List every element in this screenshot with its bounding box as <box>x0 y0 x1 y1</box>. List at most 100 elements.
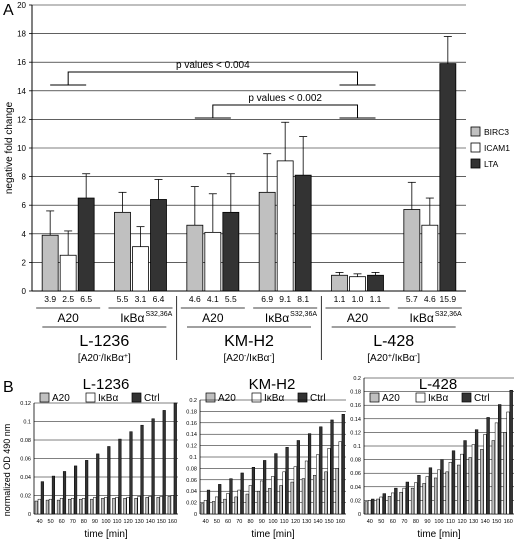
x-tick-label: 100 <box>268 519 277 525</box>
value-label: 9.1 <box>279 294 291 304</box>
subchart-3: L-428 A20 IκBα Ctrl 0 0.02 0.04 0.06 0.08 0.1 0.12… <box>350 376 514 540</box>
bar <box>371 498 375 515</box>
y-tick-label: 10 <box>17 144 26 153</box>
bar <box>421 224 439 292</box>
y-tick-label: 0.16 <box>350 403 361 409</box>
cell-line-name: KM-H2 <box>224 333 274 350</box>
bar <box>301 478 306 515</box>
bar <box>211 501 216 515</box>
bar <box>258 191 276 292</box>
bar <box>59 498 64 515</box>
x-tick-label: 130 <box>302 519 311 525</box>
bracket <box>67 71 358 85</box>
group-label: A20 <box>347 311 369 325</box>
y-axis-title: negative fold change <box>4 101 15 194</box>
bar <box>34 500 38 515</box>
bar <box>268 488 272 515</box>
bar <box>486 417 490 515</box>
y-tick-label: 0.12 <box>350 430 361 436</box>
bar <box>104 497 108 515</box>
y-tick-label: 0.08 <box>20 438 31 444</box>
bar <box>59 254 77 292</box>
x-tick-label: 80 <box>413 519 419 525</box>
legend-label: A20 <box>218 393 236 404</box>
subchart-1: L-1236 A20 IκBα Ctrl 0 0.02 0.04 0.06 0.08 0.1 0.1… <box>20 376 178 540</box>
bar <box>123 498 127 515</box>
bar <box>274 453 278 515</box>
genotype-part: /IκBα <box>101 353 124 364</box>
bar <box>159 496 163 515</box>
bar <box>428 467 433 515</box>
group-label-sup: S32,36A <box>290 311 317 318</box>
genotype-part: [A20 <box>367 353 388 364</box>
x-tick-label: 40 <box>36 519 42 525</box>
bar <box>296 440 300 515</box>
bar <box>167 496 171 515</box>
value-label: 6.9 <box>261 294 273 304</box>
x-tick-label: 150 <box>492 519 501 525</box>
bar <box>132 246 149 292</box>
genotype-part: ] <box>128 353 131 364</box>
bar <box>271 476 275 515</box>
y-tick-label: 0.06 <box>20 457 31 463</box>
bar <box>338 441 342 515</box>
cell-line-genotype: [A20+/IκBα-] <box>367 353 420 365</box>
bar <box>234 496 238 515</box>
x-tick-label: 90 <box>92 519 98 525</box>
x-tick-label: 80 <box>81 519 87 525</box>
bar <box>62 471 67 515</box>
y-tick-label: 0.12 <box>20 401 31 407</box>
y-tick-label: 0 <box>22 287 27 296</box>
chart-b: normalized OD 490 nm L-1236 A20 IκBα Ctrl 0 0.… <box>2 376 514 540</box>
bar <box>115 497 119 515</box>
x-tick-label: 60 <box>59 519 65 525</box>
bar <box>330 419 334 515</box>
legend-label: ICAM1 <box>484 143 510 153</box>
bar <box>294 174 312 292</box>
value-label: 4.6 <box>189 294 201 304</box>
x-tick-label: 60 <box>390 519 396 525</box>
bar <box>41 234 59 292</box>
bar <box>77 197 95 292</box>
bar <box>71 498 75 515</box>
legend-swatch <box>461 392 472 403</box>
x-tick-label: 80 <box>247 519 253 525</box>
genotype-part: - <box>244 353 247 360</box>
bar <box>218 484 222 515</box>
y-tick-label: 0.04 <box>350 485 361 491</box>
bar <box>509 389 513 515</box>
bar <box>203 500 208 515</box>
bar <box>45 499 49 515</box>
bar <box>48 498 52 515</box>
bar <box>93 497 97 515</box>
y-tick-label: 0.06 <box>350 471 361 477</box>
x-tick-label: 70 <box>401 519 407 525</box>
bar <box>107 446 111 515</box>
bar <box>85 460 89 515</box>
legend-swatch <box>470 126 481 137</box>
group-label-sup: S32,36A <box>146 311 173 318</box>
legend-label: BIRC3 <box>484 127 509 137</box>
bar <box>56 499 61 515</box>
group-label-sup: S32,36A <box>435 311 462 318</box>
bar <box>364 501 369 515</box>
group-label: A20 <box>57 311 79 325</box>
x-tick-label: 140 <box>146 519 155 525</box>
cell-line-name: L-1236 <box>79 333 129 350</box>
bar <box>186 224 204 292</box>
x-tick-label: 120 <box>124 519 133 525</box>
bar <box>480 449 484 515</box>
y-tick-label: 0 <box>28 512 31 518</box>
bar <box>335 468 339 515</box>
x-tick-label: 100 <box>434 519 443 525</box>
y-tick-label: 0.14 <box>186 432 197 438</box>
legend-swatch <box>415 392 426 403</box>
genotype-part: /IκBα <box>392 353 415 364</box>
x-tick-label: 70 <box>70 519 76 525</box>
bar <box>248 485 252 515</box>
genotype-part: + <box>124 353 128 360</box>
value-label: 6.5 <box>80 294 92 304</box>
legend-swatch <box>470 158 481 169</box>
bar <box>200 503 204 515</box>
legend-swatch <box>39 392 50 403</box>
